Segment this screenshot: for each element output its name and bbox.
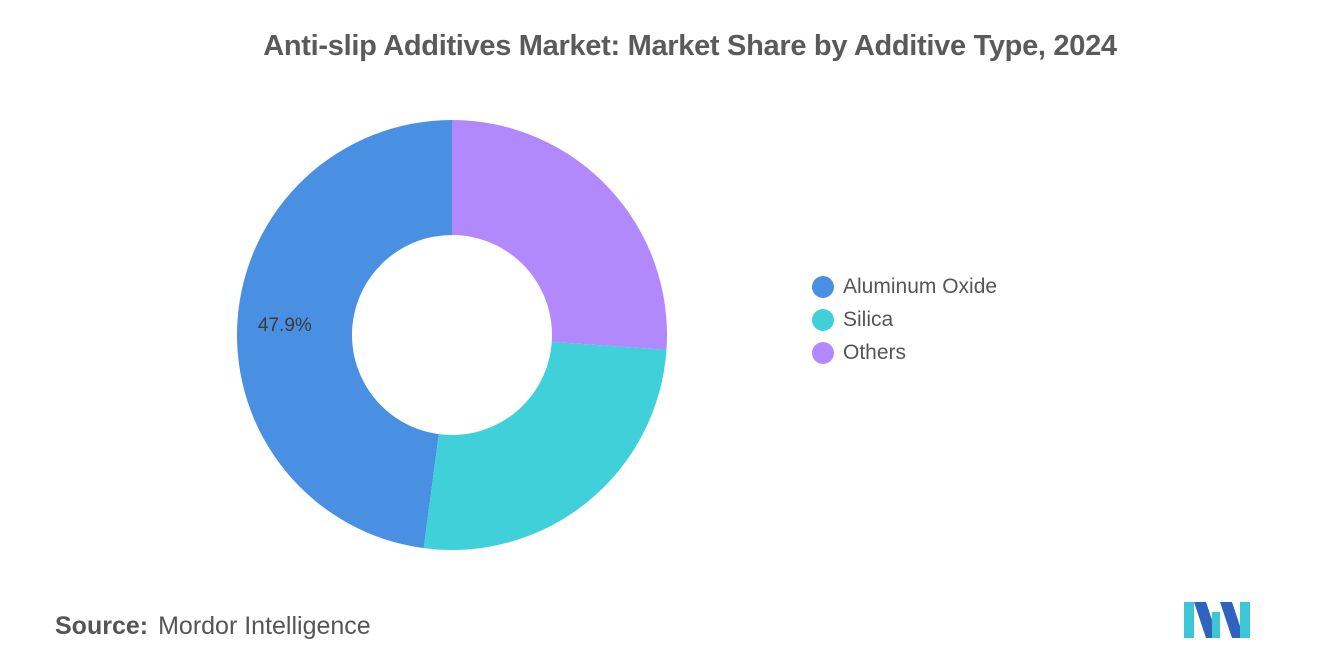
legend-swatch (812, 275, 834, 298)
legend-item-silica: Silica (812, 303, 997, 336)
donut-data-labels: 47.9% (258, 315, 312, 336)
legend-label: Silica (843, 307, 894, 331)
legend-swatch (812, 308, 834, 331)
chart-legend: Aluminum Oxide Silica Others (812, 270, 997, 369)
legend-item-others: Others (812, 336, 997, 369)
source-label: Source: (55, 612, 149, 640)
donut-slice-silica (423, 341, 667, 550)
source-value: Mordor Intelligence (158, 612, 371, 640)
legend-swatch (812, 341, 834, 364)
donut-slice-aluminum-oxide (236, 120, 452, 549)
legend-label: Others (843, 340, 907, 364)
legend-item-aluminum-oxide: Aluminum Oxide (812, 270, 997, 303)
data-label-aluminum-oxide: 47.9% (258, 315, 312, 336)
legend-label: Aluminum Oxide (843, 274, 998, 298)
chart-title: Anti-slip Additives Market: Market Share… (263, 30, 1117, 62)
donut-slices (236, 120, 667, 550)
source-note: Source: Mordor Intelligence (55, 612, 371, 641)
donut-slice-others (452, 120, 667, 350)
mordor-intelligence-logo-icon (1184, 602, 1250, 638)
